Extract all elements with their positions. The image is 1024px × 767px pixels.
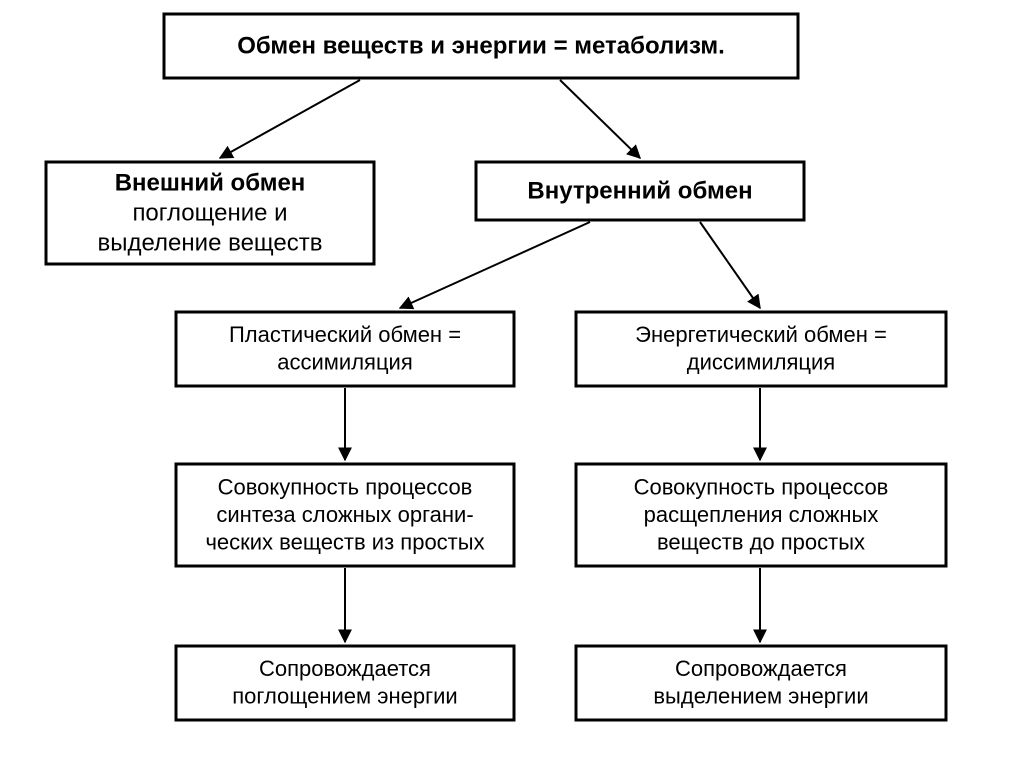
node-root: Обмен веществ и энергии = метаболизм. (164, 14, 798, 78)
node-synthesis-line-1: синтеза сложных органи- (216, 502, 473, 527)
node-internal-line-0: Внутренний обмен (527, 178, 752, 205)
node-breakdown: Совокупность процессов расщепления сложны… (576, 464, 946, 566)
node-external-line-2: выделение веществ (98, 230, 323, 257)
node-release_energy-line-1: выделением энергии (653, 684, 868, 709)
edge-internal-energy (700, 222, 760, 308)
node-external-line-0: Внешний обмен (115, 170, 306, 197)
edge-root-internal (560, 80, 640, 158)
node-energy-line-1: диссимиляция (687, 350, 835, 375)
node-external-line-1: поглощение и (132, 200, 287, 227)
node-absorb_energy-line-0: Сопровождается (259, 656, 431, 681)
node-breakdown-line-2: веществ до простых (657, 529, 865, 554)
node-plastic-line-0: Пластический обмен = (229, 322, 461, 347)
node-synthesis-line-0: Совокупность процессов (218, 474, 473, 499)
node-breakdown-line-0: Совокупность процессов (634, 474, 889, 499)
edge-root-external (220, 80, 360, 158)
node-absorb_energy-line-1: поглощением энергии (232, 684, 457, 709)
node-plastic: Пластический обмен = ассимиляция (176, 312, 514, 386)
node-internal: Внутренний обмен (476, 162, 804, 220)
node-energy-line-0: Энергетический обмен = (635, 322, 887, 347)
node-release_energy: Сопровождается выделением энергии (576, 646, 946, 720)
node-absorb_energy: Сопровождается поглощением энергии (176, 646, 514, 720)
nodes: Обмен веществ и энергии = метаболизм. Вне… (46, 14, 946, 720)
node-synthesis-line-2: ческих веществ из простых (205, 529, 484, 554)
node-root-line-0: Обмен веществ и энергии = метаболизм. (237, 33, 725, 60)
metabolism-flowchart: Обмен веществ и энергии = метаболизм. Вне… (0, 0, 1024, 767)
node-external: Внешний обмен поглощение и выделение вещес… (46, 162, 374, 264)
node-energy: Энергетический обмен = диссимиляция (576, 312, 946, 386)
node-synthesis: Совокупность процессов синтеза сложных ор… (176, 464, 514, 566)
node-breakdown-line-1: расщепления сложных (644, 502, 879, 527)
node-release_energy-line-0: Сопровождается (675, 656, 847, 681)
node-plastic-line-1: ассимиляция (277, 350, 413, 375)
edge-internal-plastic (400, 222, 590, 308)
